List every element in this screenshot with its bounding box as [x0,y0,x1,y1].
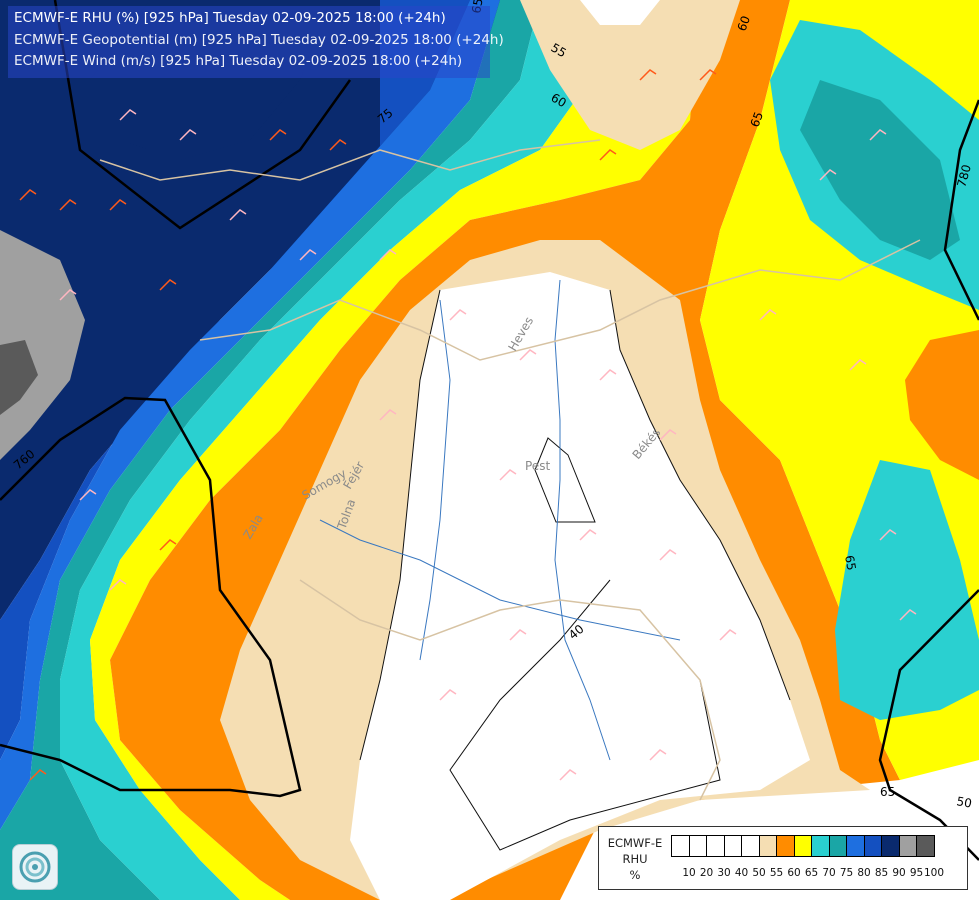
rhu-contour-label: 55 [549,40,569,60]
legend-swatch [688,835,707,857]
legend-tick-label: 40 [734,867,749,879]
legend-swatch [758,835,777,857]
legend-tick-label: 55 [769,867,784,879]
rhu-band-dark-grey [0,340,38,415]
map-header: ECMWF-E RHU (%) [925 hPa] Tuesday 02-09-… [8,6,504,78]
rhu-contour-line [359,289,441,761]
legend-swatch [741,835,760,857]
rhu-contour-label: 65 [842,554,858,571]
legend-swatch [916,835,935,857]
legend-tick-label: 85 [874,867,889,879]
rhu-band-65-70 [0,0,540,900]
rhu-band-tan [520,0,740,150]
legend-tick-label: 30 [717,867,731,879]
header-wind-title: ECMWF-E Wind (m/s) [925 hPa] Tuesday 02-… [14,53,463,69]
rhu-band-east-teal [800,80,960,260]
river [419,299,451,661]
legend-tick-label: 60 [787,867,801,879]
geopotential-isoline-760 [0,396,302,798]
rhu-contour-line [609,289,791,701]
rhu-legend: ECMWF-E RHU % 10 20 30 40 50 55 60 65 70 75 80 85 90… [598,826,968,890]
rhu-contour-label: 50 [955,794,972,810]
legend-swatch [846,835,865,857]
rhu-band-60-65 [60,0,600,900]
legend-swatch [706,835,725,857]
rhu-contour-label: 65 [880,785,895,799]
header-geopotential-title: ECMWF-E Geopotential (m) [925 hPa] Tuesd… [14,31,504,48]
legend-tick-label: 80 [857,867,871,879]
legend-color-bar [671,835,935,857]
rhu-contour-label: 65 [748,110,766,129]
rhu-band-grey [0,230,85,460]
country-border [299,579,721,801]
wind-barbs [59,109,917,781]
legend-swatch [723,835,742,857]
rhu-band-80-90 [0,0,520,620]
rhu-band-70-75 [0,0,500,830]
legend-swatch [881,835,900,857]
legend-swatch [863,835,882,857]
legend-swatch [898,835,917,857]
rhu-band-east-orange [905,330,979,480]
legend-tick-label: 50 [752,867,766,879]
river [554,279,611,761]
legend-tick-label: 90 [892,867,906,879]
geopotential-isoline-west [53,0,352,230]
legend-ticks: 10 20 30 40 50 55 60 65 70 75 80 85 90 95 100 [671,867,971,881]
legend-title-variable: RHU [622,852,648,866]
legend-title: ECMWF-E RHU % [599,835,671,883]
wind-barbs-strong [19,69,717,781]
legend-tick-label: 75 [839,867,854,879]
rhu-contour-label: 60 [549,90,569,110]
rhu-contour-line [534,437,596,523]
legend-swatch [776,835,795,857]
legend-title-unit: % [629,868,641,882]
legend-tick-label: 10 [682,867,696,879]
rhu-band-dry-white [350,272,810,900]
legend-swatch [828,835,847,857]
legend-swatch [811,835,830,857]
legend-tick-label: 20 [699,867,714,879]
header-rhu-title: ECMWF-E RHU (%) [925 hPa] Tuesday 02-09-… [14,10,446,26]
legend-title-model: ECMWF-E [607,836,663,850]
legend-swatch [793,835,812,857]
legend-tick-label: 70 [822,867,836,879]
country-border [199,239,921,361]
rhu-contour-line [449,579,721,851]
rhu-band-se-cyan [835,460,979,720]
geopotential-isoline-780-east [943,99,979,321]
legend-tick-label: 95 [909,867,924,879]
rhu-contour-label: 60 [735,14,753,33]
legend-swatch [671,835,690,857]
legend-tick-label: 65 [804,867,819,879]
ecmwf-logo [12,844,58,890]
swirl-icon [19,851,51,883]
legend-tick-label: 100 [923,867,945,879]
river [319,519,681,641]
place-label-pest: Pest [525,459,550,473]
rhu-band-ne-white [580,0,660,25]
country-border [99,139,601,181]
geopotential-label: 780 [954,163,973,189]
